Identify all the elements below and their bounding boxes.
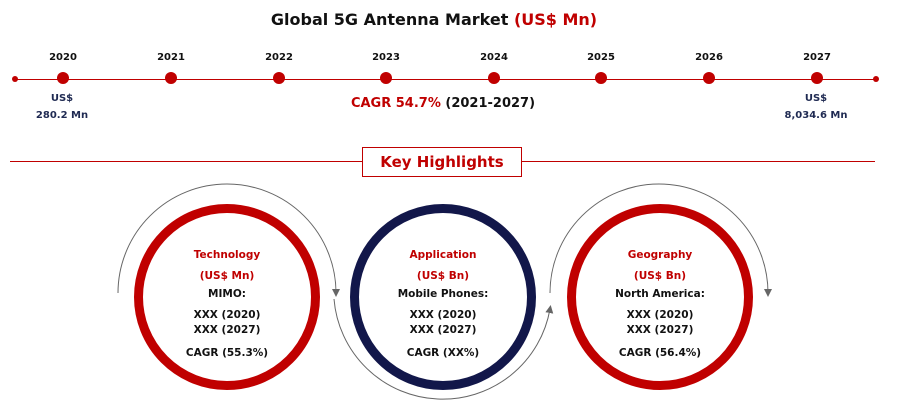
card-value-2027: XXX (2027) <box>626 324 694 336</box>
timeline-year-2025: 2025 <box>571 52 631 84</box>
end-value: US$ 8,034.6 Mn <box>766 90 866 124</box>
timeline-year-2021: 2021 <box>141 52 201 84</box>
year-label: 2020 <box>49 52 77 63</box>
year-label: 2021 <box>157 52 185 63</box>
card-cagr: CAGR (XX%) <box>406 347 480 359</box>
year-label: 2022 <box>265 52 293 63</box>
year-marker-dot <box>57 72 69 84</box>
year-marker-dot <box>595 72 607 84</box>
timeline-year-2022: 2022 <box>249 52 309 84</box>
card-unit: (US$ Bn) <box>633 270 687 282</box>
timeline-year-2023: 2023 <box>356 52 416 84</box>
arc-arrow-right <box>549 183 772 297</box>
card-unit: (US$ Mn) <box>199 270 255 282</box>
card-cagr: CAGR (56.4%) <box>618 347 702 359</box>
card-title: Geography <box>627 249 693 261</box>
highlight-card-application: Application (US$ Bn) Mobile Phones: XXX … <box>350 204 536 390</box>
start-value: US$ 280.2 Mn <box>12 90 112 124</box>
year-marker-dot <box>273 72 285 84</box>
highlight-card-geography: Geography (US$ Bn) North America: XXX (2… <box>567 204 753 390</box>
cagr-period: (2021-2027) <box>445 96 536 111</box>
year-label: 2024 <box>480 52 508 63</box>
timeline-year-2020: 2020 <box>33 52 93 84</box>
page-title: Global 5G Antenna Market (US$ Mn) <box>0 10 868 29</box>
start-value-currency: US$ <box>50 93 74 104</box>
timeline-start-dot <box>12 76 18 82</box>
end-value-currency: US$ <box>804 93 828 104</box>
card-segment: MIMO: <box>208 288 246 300</box>
timeline-year-2026: 2026 <box>679 52 739 84</box>
year-marker-dot <box>380 72 392 84</box>
timeline-year-2024: 2024 <box>464 52 524 84</box>
timeline-year-2027: 2027 <box>787 52 847 84</box>
card-value-2020: XXX (2020) <box>193 309 261 321</box>
highlight-card-technology: Technology (US$ Mn) MIMO: XXX (2020) XXX… <box>134 204 320 390</box>
arc-arrow-middle <box>333 298 554 400</box>
card-unit: (US$ Bn) <box>416 270 470 282</box>
year-marker-dot <box>488 72 500 84</box>
year-label: 2023 <box>372 52 400 63</box>
year-marker-dot <box>165 72 177 84</box>
timeline-axis <box>15 79 876 80</box>
cagr-summary: CAGR 54.7% (2021-2027) <box>0 96 886 111</box>
arc-arrow-left <box>117 183 340 297</box>
card-segment: Mobile Phones: <box>397 288 489 300</box>
title-main: Global 5G Antenna Market <box>270 10 509 29</box>
timeline-end-dot <box>873 76 879 82</box>
start-value-amount: 280.2 Mn <box>35 110 89 121</box>
card-cagr: CAGR (55.3%) <box>185 347 269 359</box>
card-segment: North America: <box>615 288 705 300</box>
year-marker-dot <box>703 72 715 84</box>
title-unit: (US$ Mn) <box>513 10 598 29</box>
card-value-2020: XXX (2020) <box>626 309 694 321</box>
card-title: Application <box>409 249 477 261</box>
card-value-2027: XXX (2027) <box>193 324 261 336</box>
year-marker-dot <box>811 72 823 84</box>
year-label: 2025 <box>587 52 615 63</box>
year-label: 2027 <box>803 52 831 63</box>
key-highlights-heading: Key Highlights <box>362 147 522 177</box>
cagr-label: CAGR 54.7% <box>350 96 441 111</box>
card-title: Technology <box>193 249 261 261</box>
year-label: 2026 <box>695 52 723 63</box>
card-value-2027: XXX (2027) <box>409 324 477 336</box>
end-value-amount: 8,034.6 Mn <box>784 110 848 121</box>
card-value-2020: XXX (2020) <box>409 309 477 321</box>
